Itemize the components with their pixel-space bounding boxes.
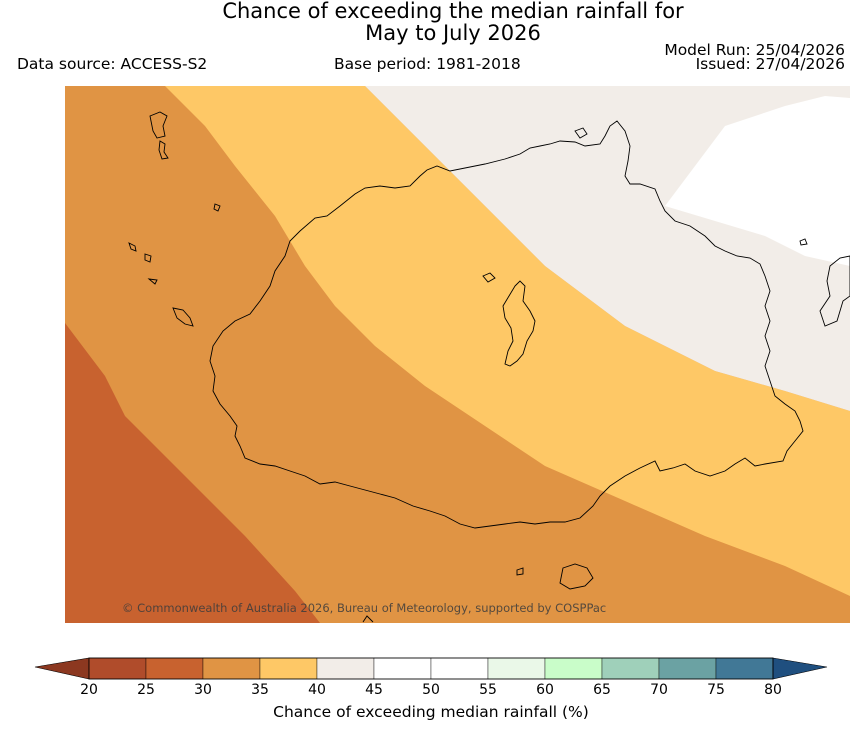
data-source: Data source: ACCESS-S2 (17, 55, 208, 73)
coastline-main-island (209, 120, 804, 529)
colorbar-tick-label: 20 (80, 682, 98, 698)
colorbar (34, 657, 828, 680)
colorbar-bin (316, 657, 375, 680)
colorbar-bin (601, 657, 660, 680)
issued-date: Issued: 27/04/2026 (695, 55, 845, 73)
coastline-islet (574, 127, 588, 139)
colorbar-tick-label: 80 (764, 682, 782, 698)
coastline-islet (144, 253, 152, 263)
map-title-line-2: May to July 2026 (365, 21, 541, 45)
band-35-40 (165, 86, 850, 596)
rainfall-map (65, 86, 850, 623)
band-25-30 (65, 323, 320, 623)
coastline-islet (362, 615, 374, 623)
base-period: Base period: 1981-2018 (334, 55, 521, 73)
colorbar-tick-label: 55 (479, 682, 497, 698)
colorbar-bin (259, 657, 318, 680)
colorbar-bin (715, 657, 774, 680)
colorbar-label: Chance of exceeding median rainfall (%) (273, 703, 589, 721)
colorbar-tick-label: 65 (593, 682, 611, 698)
coastline-islet (147, 278, 158, 285)
coastline-islet (559, 563, 594, 590)
colorbar-bin (430, 657, 489, 680)
colorbar-frame (88, 657, 774, 680)
colorbar-tick-label: 75 (707, 682, 725, 698)
colorbar-tick-label: 45 (365, 682, 383, 698)
colorbar-bin (88, 657, 147, 680)
map-title-line-1: Chance of exceeding the median rainfall … (222, 0, 684, 23)
colorbar-tick-label: 25 (137, 682, 155, 698)
colorbar-tick-label: 70 (650, 682, 668, 698)
colorbar-bin (373, 657, 432, 680)
colorbar-bin (487, 657, 546, 680)
model-run-date: Model Run: 25/04/2026 (664, 41, 845, 59)
colorbar-tick-label: 35 (251, 682, 269, 698)
copyright-notice: © Commonwealth of Australia 2026, Bureau… (122, 601, 607, 615)
coastline-islet (172, 307, 194, 327)
colorbar-tick-label: 30 (194, 682, 212, 698)
coastline-islet (799, 238, 808, 246)
coastline-islet (482, 272, 496, 283)
band-45-50 (665, 96, 850, 266)
colorbar-bin (145, 657, 204, 680)
colorbar-bin (202, 657, 261, 680)
coastline-islet (128, 242, 137, 252)
coastline-islet (158, 140, 169, 160)
colorbar-tick-label: 50 (422, 682, 440, 698)
colorbar-tick-label: 60 (536, 682, 554, 698)
colorbar-over-arrow (772, 657, 828, 680)
coastline-inner-island (502, 280, 536, 367)
coastline-islet (516, 567, 524, 576)
coastline-islet (149, 111, 168, 139)
coastline-islet (213, 203, 221, 212)
colorbar-under-arrow (34, 657, 90, 680)
colorbar-bin (544, 657, 603, 680)
colorbar-bin (658, 657, 717, 680)
colorbar-tick-label: 40 (308, 682, 326, 698)
coastline-islet (819, 255, 850, 327)
